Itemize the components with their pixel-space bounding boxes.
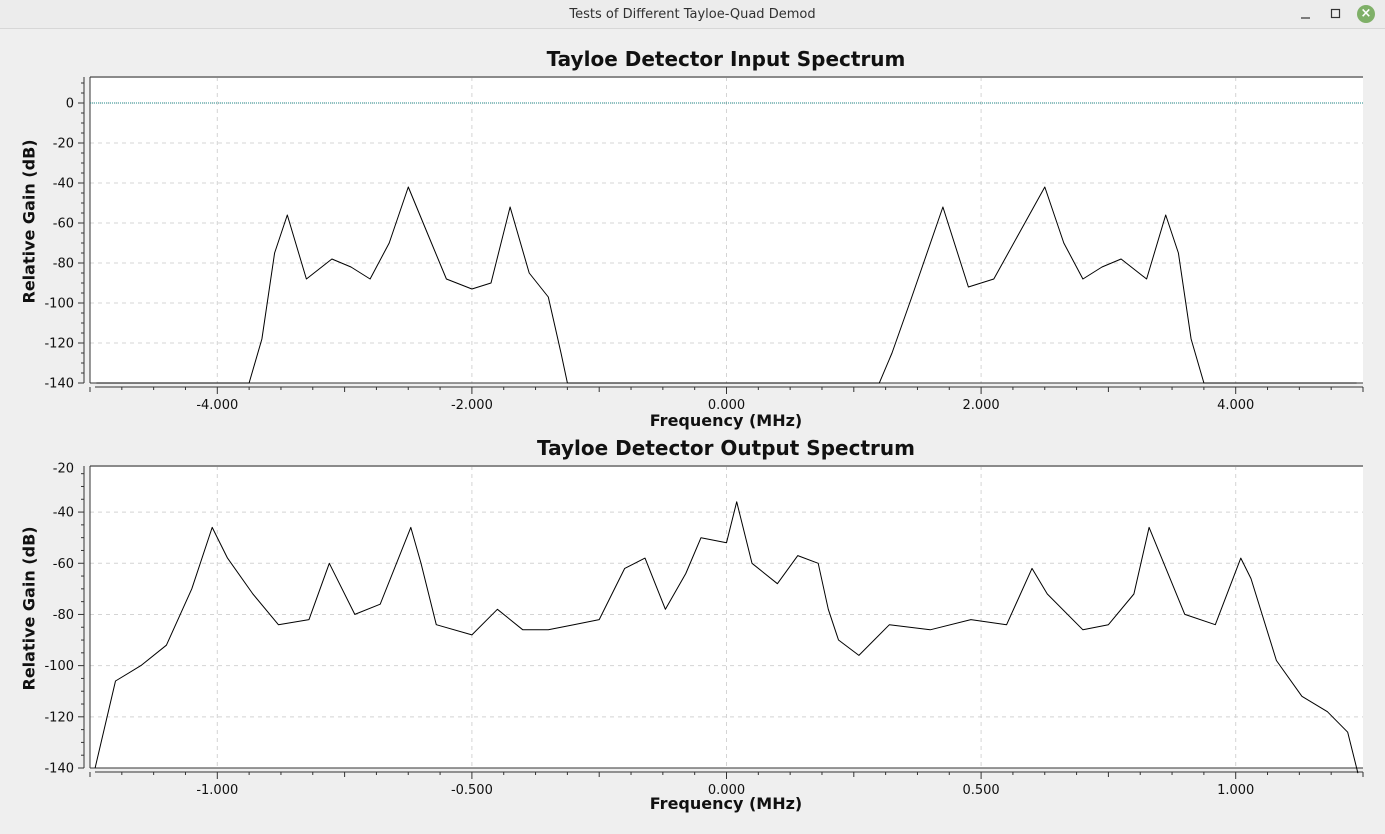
input-spectrum-y-tick-label: 0 [66, 97, 74, 112]
close-icon: × [1357, 5, 1375, 23]
output-spectrum-x-tick-label: -1.000 [196, 783, 238, 798]
input-spectrum-y-tick-label: -60 [53, 217, 74, 232]
output-spectrum-y-tick-label: -20 [53, 462, 74, 477]
input-spectrum-xlabel: Frequency (MHz) [649, 411, 803, 430]
input-spectrum-chart: 0 -20 -40 -60 -80 -100 -120 -140 -4.000 -2.000 0.0… [44, 76, 1364, 413]
window-title: Tests of Different Tayloe-Quad Demod [569, 7, 816, 22]
output-spectrum-trace [94, 501, 1359, 774]
maximize-icon [1330, 8, 1341, 19]
input-spectrum-y-tick-label: -40 [53, 177, 74, 192]
input-spectrum-title: Tayloe Detector Input Spectrum [546, 47, 906, 71]
output-spectrum-y-tick-label: -120 [44, 710, 74, 725]
output-spectrum-title: Tayloe Detector Output Spectrum [537, 436, 915, 460]
output-spectrum-xlabel: Frequency (MHz) [649, 794, 803, 813]
input-spectrum-y-tick-label: -120 [44, 337, 74, 352]
minimize-icon [1301, 17, 1310, 19]
output-spectrum-x-tick-label: 1.000 [1217, 783, 1254, 798]
input-spectrum-y-tick-label: -20 [53, 137, 74, 152]
input-spectrum-x-tick-label: 2.000 [962, 398, 999, 413]
input-spectrum-x-tick-label: 4.000 [1217, 398, 1254, 413]
input-spectrum-y-tick-label: -140 [44, 377, 74, 392]
input-spectrum-x-tick-label: -2.000 [451, 398, 493, 413]
minimize-button[interactable] [1296, 4, 1316, 24]
input-spectrum-trace [96, 186, 1357, 384]
output-spectrum-x-tick-label: 0.000 [708, 783, 745, 798]
close-button[interactable]: × [1356, 4, 1376, 24]
output-spectrum-y-tick-label: -40 [53, 506, 74, 521]
input-spectrum-x-tick-label: -4.000 [196, 398, 238, 413]
input-spectrum-y-tick-label: -100 [44, 297, 74, 312]
window-titlebar[interactable]: Tests of Different Tayloe-Quad Demod × [0, 0, 1385, 29]
output-spectrum-y-tick-label: -60 [53, 557, 74, 572]
output-spectrum-y-tick-label: -100 [44, 659, 74, 674]
output-spectrum-chart: -20 -40 -60 -80 -100 -120 -140 -1.000 -0.500 0.00… [44, 462, 1364, 798]
output-spectrum-x-tick-label: -0.500 [451, 783, 493, 798]
input-spectrum-y-tick-label: -80 [53, 257, 74, 272]
maximize-button[interactable] [1326, 4, 1346, 24]
output-spectrum-y-tick-label: -140 [44, 762, 74, 777]
input-spectrum-x-tick-label: 0.000 [708, 398, 745, 413]
output-spectrum-x-tick-label: 0.500 [962, 783, 999, 798]
output-spectrum-y-tick-label: -80 [53, 608, 74, 623]
